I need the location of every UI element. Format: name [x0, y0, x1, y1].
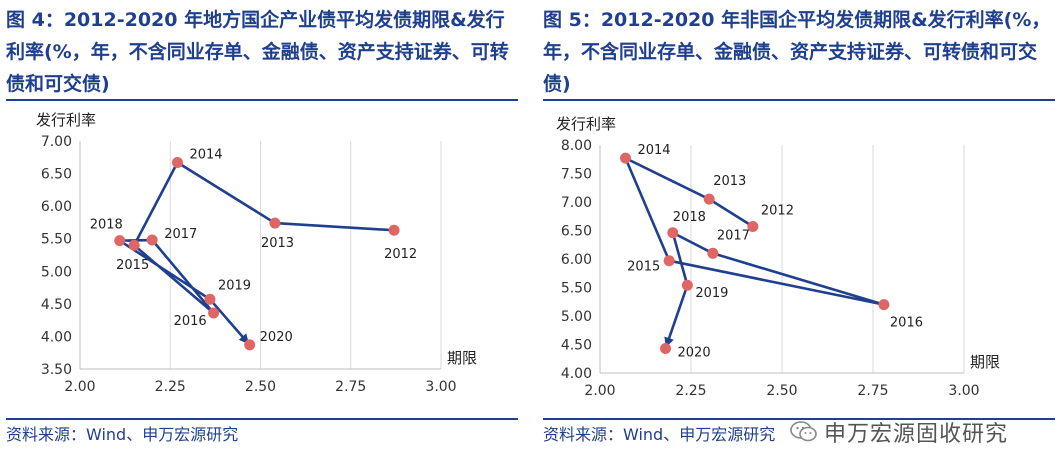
y-tick-label: 4.00	[561, 366, 592, 382]
series-segment	[151, 239, 215, 314]
chart-title: 图 5：2012-2020 年非国企平均发债期限&发行利率(%，年，不含同业存单…	[543, 9, 1051, 95]
chart-title: 图 4：2012-2020 年地方国企产业债平均发债期限&发行利率(%，年，不含…	[6, 9, 509, 95]
data-point-2017	[707, 247, 719, 259]
data-point-2018	[667, 227, 679, 239]
y-tick-label: 6.50	[41, 167, 72, 183]
x-tick-label: 3.00	[425, 379, 456, 395]
chart-panel-4: 图 4：2012-2020 年地方国企产业债平均发债期限&发行利率(%，年，不含…	[0, 0, 522, 473]
x-tick-label: 2.25	[155, 379, 186, 395]
series-segment	[133, 244, 215, 314]
x-axis-label: 期限	[970, 353, 1000, 371]
data-label-2016: 2016	[174, 314, 207, 329]
data-label-2013: 2013	[713, 174, 746, 189]
series-segment	[668, 259, 885, 306]
chart-source: 资料来源：Wind、申万宏源研究	[6, 425, 239, 444]
x-tick-label: 2.25	[675, 383, 706, 399]
series-segment	[132, 161, 179, 246]
chart-source: 资料来源：Wind、申万宏源研究	[543, 425, 776, 444]
data-label-2019: 2019	[695, 286, 728, 301]
x-tick-label: 2.75	[335, 379, 366, 395]
x-tick-label: 2.75	[857, 383, 888, 399]
series-segment	[672, 231, 714, 255]
scatter-chart-4: 2.00 2.25 2.50 2.75 3.00 3.50 4.00 4.50 5.00 5.50…	[36, 111, 477, 395]
y-tick-label: 6.00	[41, 199, 72, 215]
title-divider	[543, 99, 1055, 101]
data-point-2020	[244, 339, 256, 351]
data-point-2012	[747, 221, 759, 233]
y-tick-label: 6.50	[561, 224, 592, 240]
source-divider	[543, 418, 1055, 420]
data-label-2015: 2015	[627, 260, 660, 275]
data-point-2017	[146, 234, 158, 246]
y-tick-label: 5.00	[561, 309, 592, 325]
series-segment	[208, 298, 250, 345]
x-tick-label: 2.00	[64, 379, 95, 395]
x-axis-label: 期限	[447, 349, 477, 367]
x-tick-label: 2.50	[245, 379, 276, 395]
y-tick-label: 6.00	[561, 252, 592, 268]
data-label-2020: 2020	[260, 330, 293, 345]
data-label-2014: 2014	[189, 147, 222, 162]
y-tick-label: 4.00	[41, 329, 72, 345]
data-point-2018	[114, 235, 126, 247]
watermark: 申万宏源固收研究	[790, 412, 1059, 452]
y-axis-label: 发行利率	[36, 111, 96, 129]
y-tick-label: 3.50	[41, 362, 72, 378]
series-segment	[274, 221, 395, 232]
data-point-2013	[703, 193, 715, 205]
series-segment	[712, 252, 885, 306]
y-tick-label: 5.50	[41, 232, 72, 248]
source-divider	[6, 418, 518, 420]
data-label-2018: 2018	[90, 218, 123, 233]
data-label-2020: 2020	[678, 345, 711, 360]
y-tick-label: 5.00	[41, 264, 72, 280]
y-tick-label: 4.50	[561, 338, 592, 354]
y-tick-label: 7.00	[41, 134, 72, 150]
watermark-text: 申万宏源固收研究	[824, 422, 1009, 447]
data-label-2015: 2015	[116, 258, 149, 273]
data-point-2013	[269, 217, 281, 229]
data-label-2019: 2019	[218, 278, 251, 293]
data-label-2018: 2018	[673, 210, 706, 225]
y-tick-label: 4.50	[41, 297, 72, 313]
wechat-icon	[790, 420, 818, 444]
scatter-chart-5: 2.00 2.25 2.50 2.75 3.00 4.00 4.50 5.00 5.50 6.00…	[556, 115, 1000, 399]
title-divider	[6, 99, 518, 101]
x-tick-label: 2.00	[584, 383, 615, 399]
x-tick-label: 3.00	[948, 383, 979, 399]
series-segment	[671, 232, 689, 286]
data-point-2019	[204, 293, 216, 305]
series-segment	[624, 157, 671, 262]
data-point-2020	[660, 342, 672, 354]
data-point-2015	[663, 255, 675, 267]
y-axis-label: 发行利率	[556, 115, 616, 133]
y-tick-label: 7.50	[561, 167, 592, 183]
data-point-2019	[681, 279, 693, 291]
y-tick-label: 5.50	[561, 281, 592, 297]
data-label-2013: 2013	[261, 236, 294, 251]
data-label-2014: 2014	[637, 143, 670, 158]
y-tick-label: 7.00	[561, 195, 592, 211]
series-segment	[664, 284, 689, 348]
data-label-2017: 2017	[717, 228, 750, 243]
series-segment	[624, 156, 710, 201]
data-point-2015	[128, 239, 140, 251]
y-tick-label: 8.00	[561, 138, 592, 154]
chart-panel-5: 图 5：2012-2020 年非国企平均发债期限&发行利率(%，年，不含同业存单…	[537, 0, 1059, 473]
data-label-2012: 2012	[761, 204, 794, 219]
data-point-2014	[619, 152, 631, 164]
series-segment	[708, 198, 754, 228]
series-segment	[176, 161, 276, 225]
data-point-2016	[208, 307, 220, 319]
data-point-2012	[388, 224, 400, 236]
data-label-2017: 2017	[164, 227, 197, 242]
data-point-2016	[878, 299, 890, 311]
data-label-2012: 2012	[384, 247, 417, 262]
data-label-2016: 2016	[890, 316, 923, 331]
x-tick-label: 2.50	[766, 383, 797, 399]
data-point-2014	[171, 156, 183, 168]
